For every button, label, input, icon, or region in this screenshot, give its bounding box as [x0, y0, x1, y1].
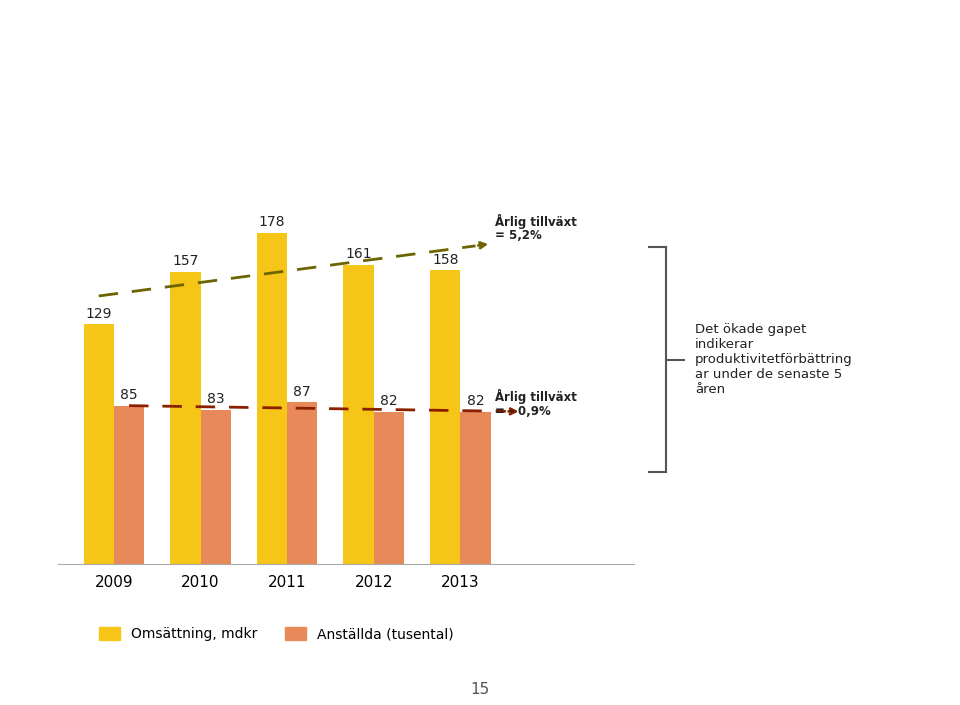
Text: 161: 161	[346, 247, 372, 261]
Text: 157: 157	[172, 255, 199, 269]
Text: Omsättningen har ökat under de senaste åren samtidigt som: Omsättningen har ökat under de senaste å…	[22, 41, 641, 61]
Bar	[257, 233, 287, 564]
Bar	[794, 673, 805, 680]
Bar	[344, 265, 373, 564]
Text: Årlig tillväxt: Årlig tillväxt	[494, 388, 576, 404]
Text: = - 0,9%: = - 0,9%	[494, 405, 550, 417]
Text: = 5,2%: = 5,2%	[494, 229, 541, 243]
Text: 85: 85	[120, 388, 138, 403]
Legend: Omsättning, mdkr, Anställda (tusental): Omsättning, mdkr, Anställda (tusental)	[93, 622, 459, 647]
Bar	[114, 406, 144, 564]
Bar	[430, 270, 461, 564]
Bar	[461, 412, 491, 564]
Text: 15: 15	[470, 682, 490, 697]
Bar	[287, 403, 318, 564]
Text: 82: 82	[380, 394, 397, 408]
Text: 178: 178	[259, 216, 285, 229]
Text: 87: 87	[294, 385, 311, 398]
Text: antalet anställda har varit relativt konstant: antalet anställda har varit relativt kon…	[22, 80, 464, 98]
Bar	[808, 668, 821, 680]
Bar	[882, 672, 895, 680]
Bar	[868, 668, 879, 680]
Bar	[838, 667, 851, 680]
Text: Det ökade gapet
indikerar
produktivitetförbättring
ar under de senaste 5
åren: Det ökade gapet indikerar produktivitetf…	[695, 323, 852, 396]
Bar	[201, 410, 230, 564]
Text: 82: 82	[467, 394, 485, 408]
Bar	[824, 670, 835, 680]
Bar	[852, 670, 865, 680]
Text: 83: 83	[206, 392, 225, 406]
Text: Årlig tillväxt: Årlig tillväxt	[494, 214, 576, 228]
Bar	[373, 412, 404, 564]
Text: FKG: FKG	[820, 626, 870, 646]
Text: 129: 129	[85, 307, 112, 321]
Text: 158: 158	[432, 252, 459, 266]
Bar	[84, 324, 114, 564]
Bar	[170, 272, 201, 564]
